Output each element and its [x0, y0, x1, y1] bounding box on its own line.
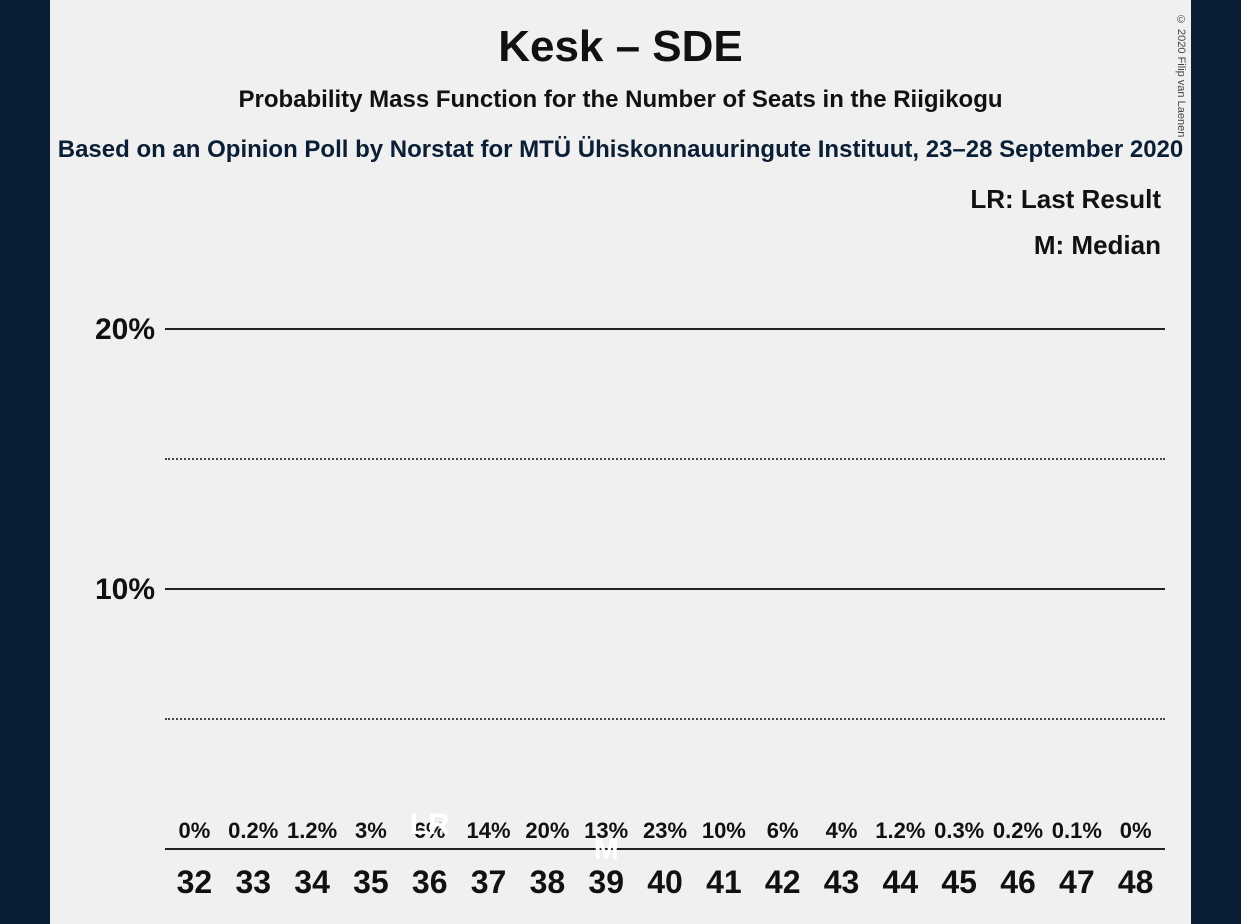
bar-value-label: 4% — [826, 818, 858, 844]
x-tick-label: 43 — [812, 864, 871, 901]
y-tick-label: 10% — [75, 573, 155, 607]
x-tick-label: 44 — [871, 864, 930, 901]
x-tick-label: 39 — [577, 864, 636, 901]
x-tick-label: 42 — [753, 864, 812, 901]
bar-value-label: 20% — [525, 818, 569, 844]
x-tick-label: 40 — [636, 864, 695, 901]
x-axis-labels: 3233343536373839404142434445464748 — [165, 864, 1165, 901]
bar-value-label: 14% — [467, 818, 511, 844]
x-tick-label: 36 — [400, 864, 459, 901]
x-tick-label: 34 — [283, 864, 342, 901]
side-band-left — [0, 0, 50, 924]
bar-marker: LR — [410, 808, 450, 842]
bar-value-label: 0% — [1120, 818, 1152, 844]
chart-canvas: Kesk – SDE Probability Mass Function for… — [50, 0, 1191, 924]
bar-value-label: 23% — [643, 818, 687, 844]
bar-value-label: 1.2% — [287, 818, 337, 844]
bar-value-label: 0.2% — [228, 818, 278, 844]
side-band-right — [1191, 0, 1241, 924]
x-tick-label: 47 — [1047, 864, 1106, 901]
bar-marker: M — [594, 833, 619, 867]
bar-value-label: 10% — [702, 818, 746, 844]
x-tick-label: 32 — [165, 864, 224, 901]
bar-value-label: 6% — [767, 818, 799, 844]
chart-subsubtitle: Based on an Opinion Poll by Norstat for … — [58, 136, 1184, 164]
bar-value-label: 1.2% — [875, 818, 925, 844]
bars-container: 0%0.2%1.2%3%6%LR14%20%13%M23%10%6%4%1.2%… — [165, 200, 1165, 850]
bar-value-label: 0.1% — [1052, 818, 1102, 844]
bar-value-label: 0.3% — [934, 818, 984, 844]
y-tick-label: 20% — [75, 313, 155, 347]
x-tick-label: 46 — [989, 864, 1048, 901]
plot-area: 10%20% 0%0.2%1.2%3%6%LR14%20%13%M23%10%6… — [165, 200, 1165, 850]
x-tick-label: 37 — [459, 864, 518, 901]
x-tick-label: 41 — [694, 864, 753, 901]
x-tick-label: 38 — [518, 864, 577, 901]
bar-value-label: 0% — [179, 818, 211, 844]
x-tick-label: 35 — [341, 864, 400, 901]
bar-value-label: 3% — [355, 818, 387, 844]
chart-subtitle: Probability Mass Function for the Number… — [50, 86, 1191, 114]
x-tick-label: 48 — [1106, 864, 1165, 901]
bar-value-label: 0.2% — [993, 818, 1043, 844]
chart-title: Kesk – SDE — [50, 22, 1191, 72]
x-tick-label: 45 — [930, 864, 989, 901]
x-tick-label: 33 — [224, 864, 283, 901]
copyright-text: © 2020 Filip van Laenen — [1175, 14, 1187, 137]
